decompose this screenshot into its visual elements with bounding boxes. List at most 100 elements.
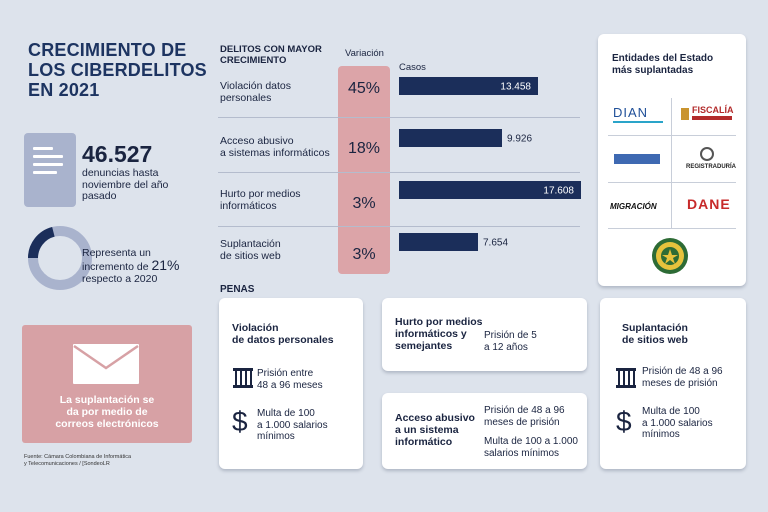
bar bbox=[399, 77, 538, 95]
variation-value: 45% bbox=[347, 80, 381, 97]
fiscalia-shield-icon bbox=[681, 108, 689, 120]
email-line: La suplantación se bbox=[59, 394, 155, 406]
grid-divider bbox=[608, 182, 736, 183]
title-line: CRECIMIENTO DE bbox=[28, 40, 187, 60]
dollar-icon: $ bbox=[616, 406, 632, 437]
email-line: correos electrónicos bbox=[55, 418, 159, 430]
bar-chart: 13.458 9.926 17.608 7.654 bbox=[399, 77, 581, 251]
bar-value-label: 13.458 bbox=[500, 82, 531, 93]
category-label: Suplantación de sitios web bbox=[220, 238, 335, 262]
bar-value-label: 9.926 bbox=[507, 134, 532, 145]
dian-logo-underline bbox=[613, 121, 663, 123]
title-line: LOS CIBERDELITOS bbox=[28, 60, 207, 80]
bar-value-label: 17.608 bbox=[543, 186, 574, 197]
bar bbox=[399, 181, 581, 199]
penalty-line: Prisión de 5 bbox=[484, 330, 537, 341]
row-divider bbox=[218, 172, 580, 173]
dane-logo: DANE bbox=[687, 196, 731, 212]
penalty-title-line: de datos personales bbox=[232, 334, 334, 346]
penalty-card-acceso bbox=[382, 393, 587, 469]
penalty-card-violacion bbox=[219, 298, 363, 469]
bar-value-label: 7.654 bbox=[483, 238, 508, 249]
donut-text: Representa un incremento de 21% respecto… bbox=[82, 247, 212, 285]
gov-logo-icon bbox=[614, 154, 660, 164]
category-line: Violación datos bbox=[220, 80, 292, 92]
donut-chart bbox=[28, 226, 92, 290]
donut-value: 21% bbox=[151, 257, 180, 273]
penalty-title-line: Suplantación bbox=[622, 322, 688, 334]
penalty-prison: Prisión entre 48 a 96 meses bbox=[257, 368, 323, 391]
penalty-fine: Multa de 100 a 1.000 salarios mínimos bbox=[484, 436, 578, 459]
page-title: CRECIMIENTO DE LOS CIBERDELITOS EN 2021 bbox=[28, 40, 208, 100]
source-line: Fuente: Cámara Colombiana de Informática bbox=[24, 454, 131, 460]
title-line: EN 2021 bbox=[28, 80, 100, 100]
penalty-title-line: a un sistema bbox=[395, 424, 459, 436]
grid-divider bbox=[608, 228, 736, 229]
donut-line: incremento de 21% bbox=[82, 257, 212, 273]
category-line: a sistemas informáticos bbox=[220, 147, 330, 159]
penalty-line: mínimos bbox=[257, 431, 295, 442]
stat-line: denuncias hasta bbox=[82, 167, 159, 179]
penalty-fine: Multa de 100 a 1.000 salarios mínimos bbox=[642, 406, 713, 441]
penalty-card-hurto bbox=[382, 298, 587, 371]
penalty-title-line: Hurto por medios bbox=[395, 316, 483, 328]
category-line: Suplantación bbox=[220, 238, 281, 250]
penalty-line: meses de prisión bbox=[484, 416, 560, 428]
category-label: Acceso abusivo a sistemas informáticos bbox=[220, 135, 335, 159]
entities-title-line: Entidades del Estado bbox=[612, 53, 714, 64]
dian-logo: DIAN bbox=[613, 105, 649, 120]
stat-line: pasado bbox=[82, 190, 117, 202]
chart-title-line: CRECIMIENTO bbox=[220, 55, 287, 66]
entities-title-line: más suplantadas bbox=[612, 65, 694, 76]
penalty-line: mínimos bbox=[642, 429, 680, 440]
penalty-line: Multa de 100 bbox=[642, 406, 700, 417]
bar bbox=[399, 233, 478, 251]
dollar-icon: $ bbox=[232, 406, 248, 437]
grid-divider bbox=[671, 98, 672, 228]
penalty-prison: Prisión de 48 a 96 meses de prisión bbox=[484, 405, 565, 428]
stat-value: 46.527 bbox=[82, 141, 153, 167]
entities-title: Entidades del Estado más suplantadas bbox=[612, 53, 742, 77]
category-line: de sitios web bbox=[220, 250, 281, 262]
penalty-line: Prisión de 48 a 96 bbox=[484, 405, 565, 416]
email-line: da por medio de bbox=[66, 406, 148, 418]
chart-title: DELITOS CON MAYOR CRECIMIENTO bbox=[220, 44, 340, 66]
penalty-title: Hurto por medios informáticos y semejant… bbox=[395, 316, 483, 352]
donut-line: Representa un bbox=[82, 247, 151, 259]
penalty-prison: Prisión de 5 a 12 años bbox=[484, 330, 537, 353]
stat-description: denuncias hasta noviembre del año pasado bbox=[82, 167, 202, 203]
police-seal-icon bbox=[652, 238, 688, 274]
document-icon bbox=[24, 133, 76, 207]
penalty-title-line: Violación bbox=[232, 322, 279, 334]
envelope-icon bbox=[73, 344, 139, 384]
row-divider bbox=[218, 117, 580, 118]
penalty-line: salarios mínimos bbox=[484, 447, 560, 459]
penalty-line: a 1.000 salarios bbox=[642, 417, 713, 429]
penalty-title: Violación de datos personales bbox=[232, 322, 334, 346]
penalty-line: Multa de 100 a 1.000 bbox=[484, 436, 578, 447]
variation-value: 3% bbox=[352, 195, 376, 212]
category-line: Hurto por medios bbox=[220, 188, 301, 200]
source-line: y Telecomunicaciones / [SondeoLR bbox=[24, 461, 110, 467]
penalty-line: 48 a 96 meses bbox=[257, 379, 323, 391]
stat-line: noviembre del año bbox=[82, 178, 169, 191]
variation-header: Variación bbox=[345, 48, 384, 59]
migracion-logo: MIGRACIÓN bbox=[610, 202, 657, 211]
penalty-line: Prisión entre bbox=[257, 368, 314, 379]
penalty-title-line: informático bbox=[395, 436, 453, 448]
penalty-fine: Multa de 100 a 1.000 salarios mínimos bbox=[257, 408, 328, 443]
penalty-title: Suplantación de sitios web bbox=[622, 322, 688, 346]
registraduria-seal-icon bbox=[700, 147, 714, 161]
penalty-prison: Prisión de 48 a 96 meses de prisión bbox=[642, 366, 723, 389]
source-note: Fuente: Cámara Colombiana de Informática… bbox=[24, 454, 164, 468]
cases-header: Casos bbox=[399, 62, 426, 73]
bar bbox=[399, 129, 502, 147]
penalty-title-line: Acceso abusivo bbox=[395, 412, 475, 424]
penalty-line: Prisión de 48 a 96 bbox=[642, 366, 723, 377]
penalty-title-line: informáticos y bbox=[395, 328, 467, 340]
penalty-title-line: de sitios web bbox=[622, 334, 688, 346]
category-line: informáticos bbox=[220, 200, 277, 212]
donut-line: respecto a 2020 bbox=[82, 273, 158, 285]
category-line: personales bbox=[220, 92, 272, 104]
variation-band bbox=[338, 66, 390, 274]
